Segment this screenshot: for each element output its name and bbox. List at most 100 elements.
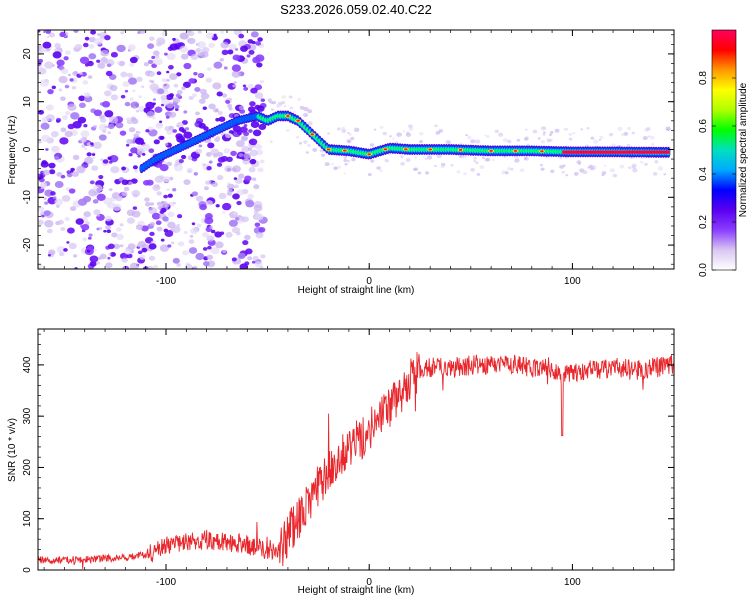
heatmap-cell bbox=[42, 169, 51, 176]
heatmap-cell bbox=[59, 251, 65, 257]
heatmap-cell bbox=[582, 170, 588, 175]
heatmap-cell bbox=[242, 84, 247, 88]
heatmap-cell bbox=[92, 153, 96, 156]
snr-panel: -100 0 100 0 100 200 300 400 Height of straigh… bbox=[7, 328, 675, 596]
heatmap-cell bbox=[396, 132, 402, 137]
heatmap-cell bbox=[93, 209, 101, 216]
heatmap-cell bbox=[180, 154, 187, 160]
heatmap-cell bbox=[254, 222, 261, 227]
heatmap-cell bbox=[60, 96, 66, 101]
heatmap-cell bbox=[174, 108, 179, 111]
heatmap-cell bbox=[88, 233, 93, 237]
heatmap-cell bbox=[414, 156, 418, 159]
heatmap-cell bbox=[152, 98, 157, 101]
heatmap-cell bbox=[580, 128, 583, 131]
heatmap-cell bbox=[107, 123, 115, 130]
heatmap-cell bbox=[236, 130, 243, 136]
heatmap-peak-cell bbox=[310, 133, 315, 136]
heatmap-cell bbox=[303, 106, 309, 112]
heatmap-cell bbox=[177, 214, 183, 219]
heatmap-cell bbox=[233, 81, 237, 84]
heatmap-cell bbox=[120, 71, 128, 78]
heatmap-cell bbox=[240, 45, 248, 52]
heatmap-cell bbox=[118, 60, 126, 67]
heatmap-cell bbox=[221, 93, 228, 98]
heatmap-cell bbox=[64, 110, 71, 116]
heatmap-cell bbox=[180, 53, 189, 60]
heatmap-cell bbox=[205, 151, 212, 157]
heatmap-cell bbox=[183, 110, 188, 114]
heatmap-cell bbox=[255, 232, 264, 239]
heatmap-cell bbox=[100, 57, 109, 65]
heatmap-cell bbox=[197, 41, 206, 49]
heatmap-cell bbox=[333, 166, 338, 170]
heatmap-cell bbox=[66, 170, 72, 174]
heatmap-cell bbox=[202, 247, 208, 251]
heatmap-cell bbox=[133, 105, 137, 109]
heatmap-cell bbox=[218, 192, 227, 200]
heatmap-cell bbox=[379, 125, 384, 129]
heatmap-cell bbox=[150, 80, 155, 84]
heatmap-cell bbox=[248, 129, 253, 133]
heatmap-cell bbox=[232, 165, 241, 173]
heatmap-cell bbox=[651, 143, 654, 146]
heatmap-cell bbox=[187, 30, 195, 37]
heatmap-cell bbox=[341, 129, 347, 133]
heatmap-cell bbox=[109, 251, 116, 257]
heatmap-cell bbox=[232, 84, 237, 88]
heatmap-cell bbox=[68, 242, 77, 250]
heatmap-cell bbox=[159, 164, 169, 172]
heatmap-cell bbox=[84, 147, 88, 151]
heatmap-cell bbox=[189, 234, 194, 238]
heatmap-cell bbox=[244, 175, 252, 182]
heatmap-cell bbox=[41, 134, 51, 142]
heatmap-cell bbox=[178, 159, 184, 164]
heatmap-cell bbox=[43, 210, 51, 216]
colorbar-tick-label: 0.0 bbox=[698, 263, 709, 277]
heatmap-cell bbox=[44, 201, 49, 205]
heatmap-cell bbox=[299, 105, 305, 110]
heatmap-cell bbox=[109, 84, 118, 92]
heatmap-cell bbox=[203, 261, 210, 267]
heatmap-cell bbox=[156, 201, 162, 206]
heatmap-peak-cell bbox=[326, 148, 331, 151]
heatmap-cell bbox=[241, 145, 250, 153]
heatmap-cell bbox=[93, 109, 103, 117]
heatmap-cell bbox=[68, 188, 76, 194]
heatmap-cell bbox=[376, 166, 381, 170]
colorbar-tick-label: 0.2 bbox=[698, 215, 709, 229]
heatmap-cell bbox=[47, 88, 54, 95]
heatmap-cell bbox=[305, 151, 309, 154]
heatmap-cell bbox=[76, 165, 86, 174]
heatmap-cell bbox=[408, 124, 413, 129]
heatmap-cell bbox=[481, 156, 485, 159]
heatmap-cell bbox=[159, 244, 170, 252]
heatmap-cell bbox=[243, 123, 248, 128]
heatmap-cell bbox=[463, 172, 467, 176]
heatmap-cell bbox=[168, 111, 177, 118]
heatmap-cell bbox=[519, 168, 525, 173]
heatmap-cell bbox=[253, 184, 260, 190]
heatmap-cell bbox=[149, 36, 155, 41]
heatmap-cell bbox=[246, 54, 251, 58]
heatmap-cell bbox=[96, 33, 101, 36]
heatmap-cell bbox=[83, 42, 89, 48]
heatmap-cell bbox=[128, 153, 133, 157]
heatmap-cell bbox=[63, 248, 68, 252]
heatmap-cell bbox=[148, 148, 155, 154]
heatmap-cell bbox=[75, 218, 84, 225]
heatmap-cell bbox=[40, 161, 49, 168]
heatmap-cell bbox=[252, 129, 262, 137]
heatmap-cell bbox=[107, 131, 112, 135]
heatmap-cell bbox=[350, 136, 355, 141]
heatmap-cell bbox=[78, 102, 86, 109]
heatmap-cell bbox=[133, 133, 140, 138]
heatmap-cell bbox=[54, 198, 64, 206]
heatmap-cell bbox=[222, 249, 227, 254]
heatmap-cell bbox=[619, 164, 625, 169]
heatmap-cell bbox=[176, 72, 182, 77]
heatmap-cell bbox=[126, 138, 133, 145]
heatmap-cell bbox=[124, 101, 131, 107]
heatmap-cell bbox=[191, 93, 197, 98]
heatmap-cell bbox=[167, 211, 175, 218]
